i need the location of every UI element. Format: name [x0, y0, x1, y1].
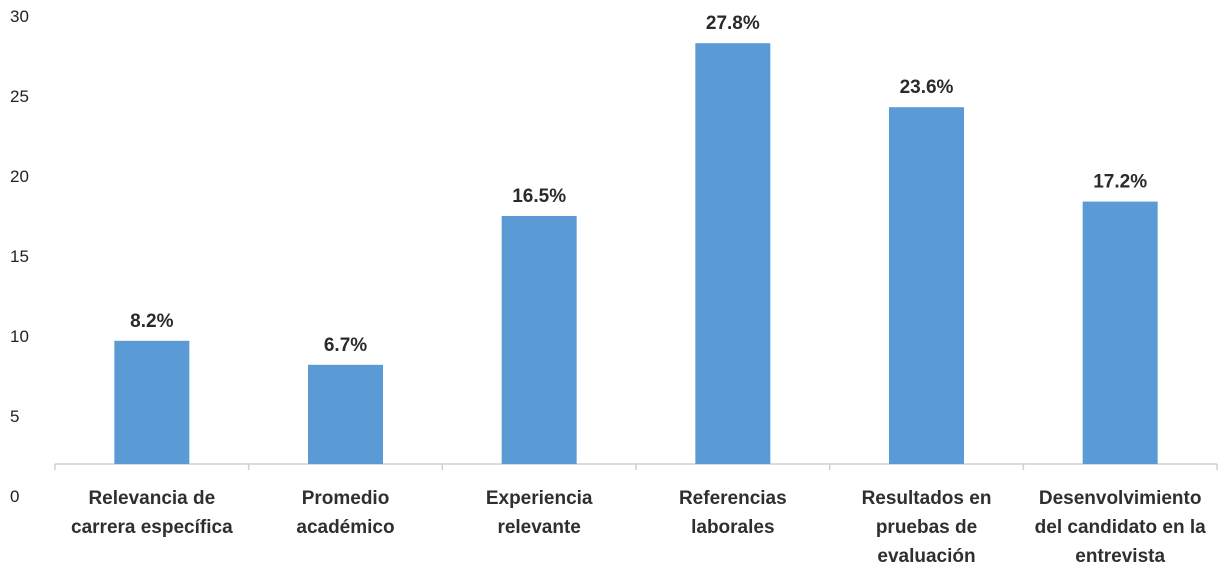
x-tick-label-line: Relevancia de	[88, 488, 215, 509]
bar	[114, 340, 190, 464]
x-tick-label-line: Referencias	[679, 488, 787, 509]
bar	[501, 216, 577, 464]
x-tick-label-line: del candidato en la	[1035, 517, 1206, 538]
bars	[114, 43, 1158, 464]
data-label: 8.2%	[130, 311, 173, 332]
y-tick-label: 5	[10, 407, 19, 426]
y-tick-label: 20	[10, 167, 29, 186]
data-label: 23.6%	[900, 77, 954, 98]
data-label: 16.5%	[512, 186, 566, 207]
x-tick-label: Experiencia relevante	[486, 488, 593, 538]
x-tick-label: Resultados en pruebas de evaluación	[862, 488, 992, 567]
x-tick-label-line: relevante	[497, 517, 580, 538]
data-label: 27.8%	[706, 13, 760, 34]
x-tick-label-line: laborales	[691, 517, 774, 538]
bar	[695, 43, 771, 464]
x-tick-label: Desenvolvimiento del candidato en la entre…	[1035, 488, 1206, 567]
x-tick-label-line: pruebas de	[876, 517, 977, 538]
x-tick-label-line: entrevista	[1075, 546, 1165, 567]
x-tick-label-line: Promedio	[302, 488, 390, 509]
x-tick-label-line: académico	[296, 517, 394, 538]
x-tick-label: Relevancia de carrera específica	[71, 488, 233, 538]
x-axis-labels: Relevancia de carrera específica Promedio a…	[71, 488, 1206, 567]
x-tick-label-line: Desenvolvimiento	[1039, 488, 1202, 509]
x-axis-ticks	[54, 464, 1218, 470]
x-tick-label-line: Resultados en	[862, 488, 992, 509]
x-tick-label: Referencias laborales	[679, 488, 787, 538]
x-tick-label-line: carrera específica	[71, 517, 233, 538]
bar	[1082, 201, 1158, 464]
x-tick-label-line: evaluación	[877, 546, 975, 567]
y-tick-label: 30	[10, 7, 29, 26]
bar	[889, 107, 964, 464]
data-labels: 8.2% 6.7% 16.5% 27.8% 23.6% 17.2%	[130, 13, 1147, 356]
x-tick-label: Promedio académico	[296, 488, 394, 538]
data-label: 17.2%	[1093, 172, 1147, 193]
bar	[308, 364, 383, 464]
y-tick-label: 10	[10, 327, 29, 346]
y-tick-label: 25	[10, 87, 29, 106]
y-tick-label: 0	[10, 487, 19, 506]
y-tick-label: 15	[10, 247, 29, 266]
x-tick-label-line: Experiencia	[486, 488, 593, 509]
data-label: 6.7%	[324, 335, 367, 356]
y-axis: 0 5 10 15 20 25 30	[10, 7, 29, 506]
